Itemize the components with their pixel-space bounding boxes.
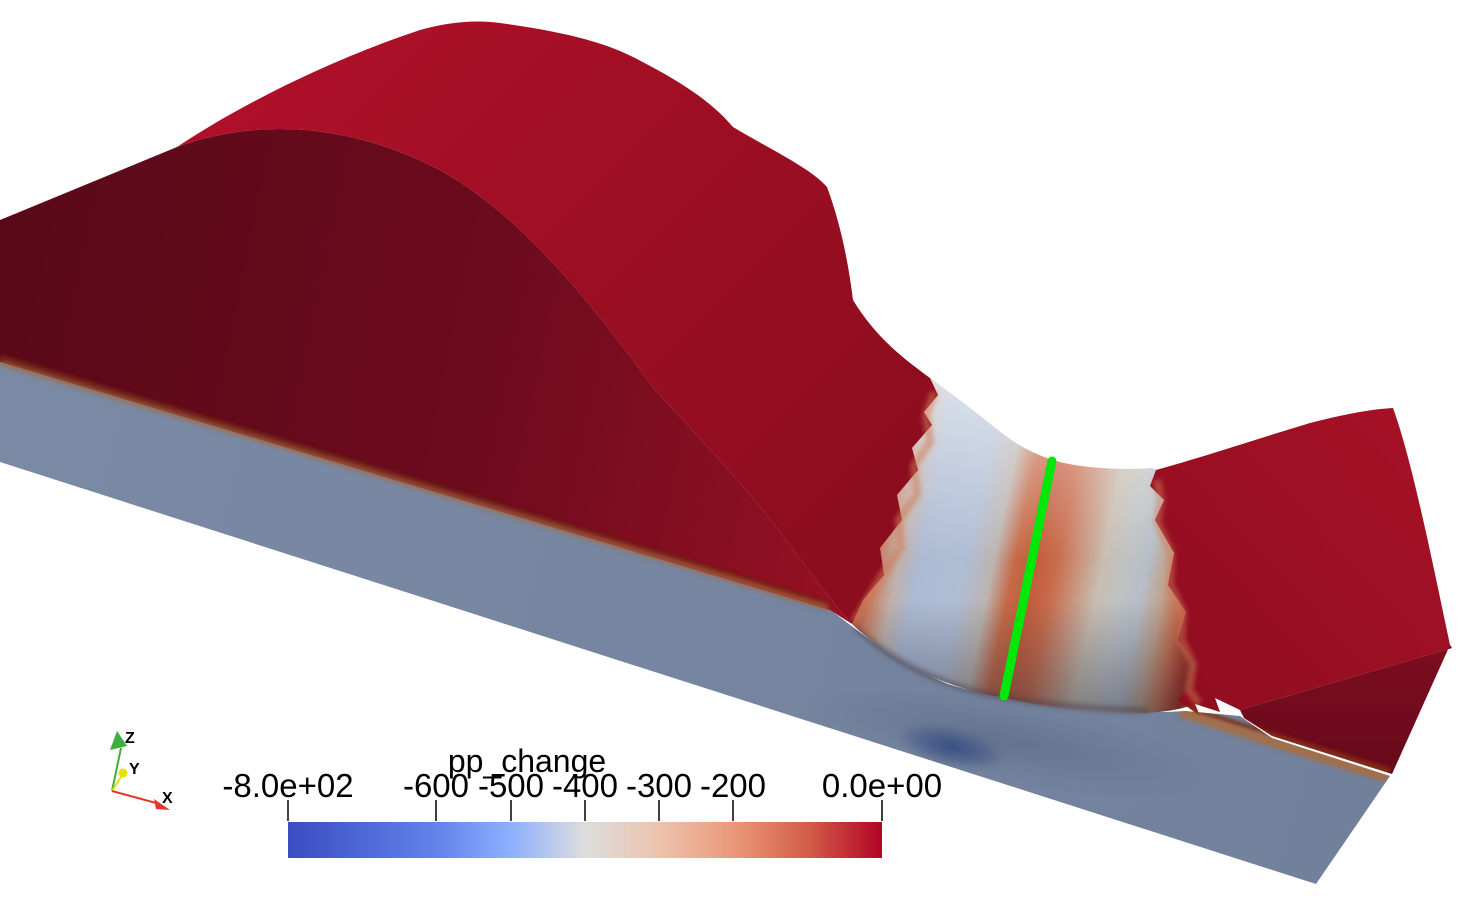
x-axis-label: X — [162, 790, 173, 807]
z-axis-arrow — [111, 747, 122, 792]
y-axis-arrow — [111, 776, 122, 792]
scalar-bar-tick-label: 0.0e+00 — [822, 767, 942, 804]
scalar-bar[interactable]: pp_change -8.0e+02 -600 -500 -400 -300 -… — [222, 743, 942, 858]
z-axis-label: Z — [125, 730, 135, 747]
orientation-axes-widget: Z Y X — [110, 730, 173, 810]
y-axis-dot-icon — [118, 768, 128, 778]
scalar-bar-tick-label: -8.0e+02 — [222, 767, 353, 804]
scalar-bar-tick-label: -500 — [478, 767, 544, 804]
z-axis-arrowhead-icon — [110, 731, 127, 750]
scalar-bar-ticks — [287, 800, 883, 821]
x-axis-arrowhead-icon — [154, 799, 170, 810]
well-polyline — [999, 456, 1057, 701]
scalar-bar-tick-label: -400 — [552, 767, 618, 804]
cross-section-shading — [808, 687, 1202, 793]
scalar-bar-tick-label: -300 — [626, 767, 692, 804]
model-surface — [0, 21, 1452, 884]
pressure-low-spot — [898, 723, 1006, 771]
scalar-bar-gradient[interactable] — [288, 822, 882, 858]
colormap-transitions — [0, 354, 1391, 783]
scalar-bar-tick-label: -200 — [700, 767, 766, 804]
x-axis-arrow — [111, 790, 157, 804]
scalar-bar-title: pp_change — [448, 743, 606, 779]
y-axis-label: Y — [129, 761, 140, 778]
scalar-bar-tick-label: -600 — [403, 767, 469, 804]
